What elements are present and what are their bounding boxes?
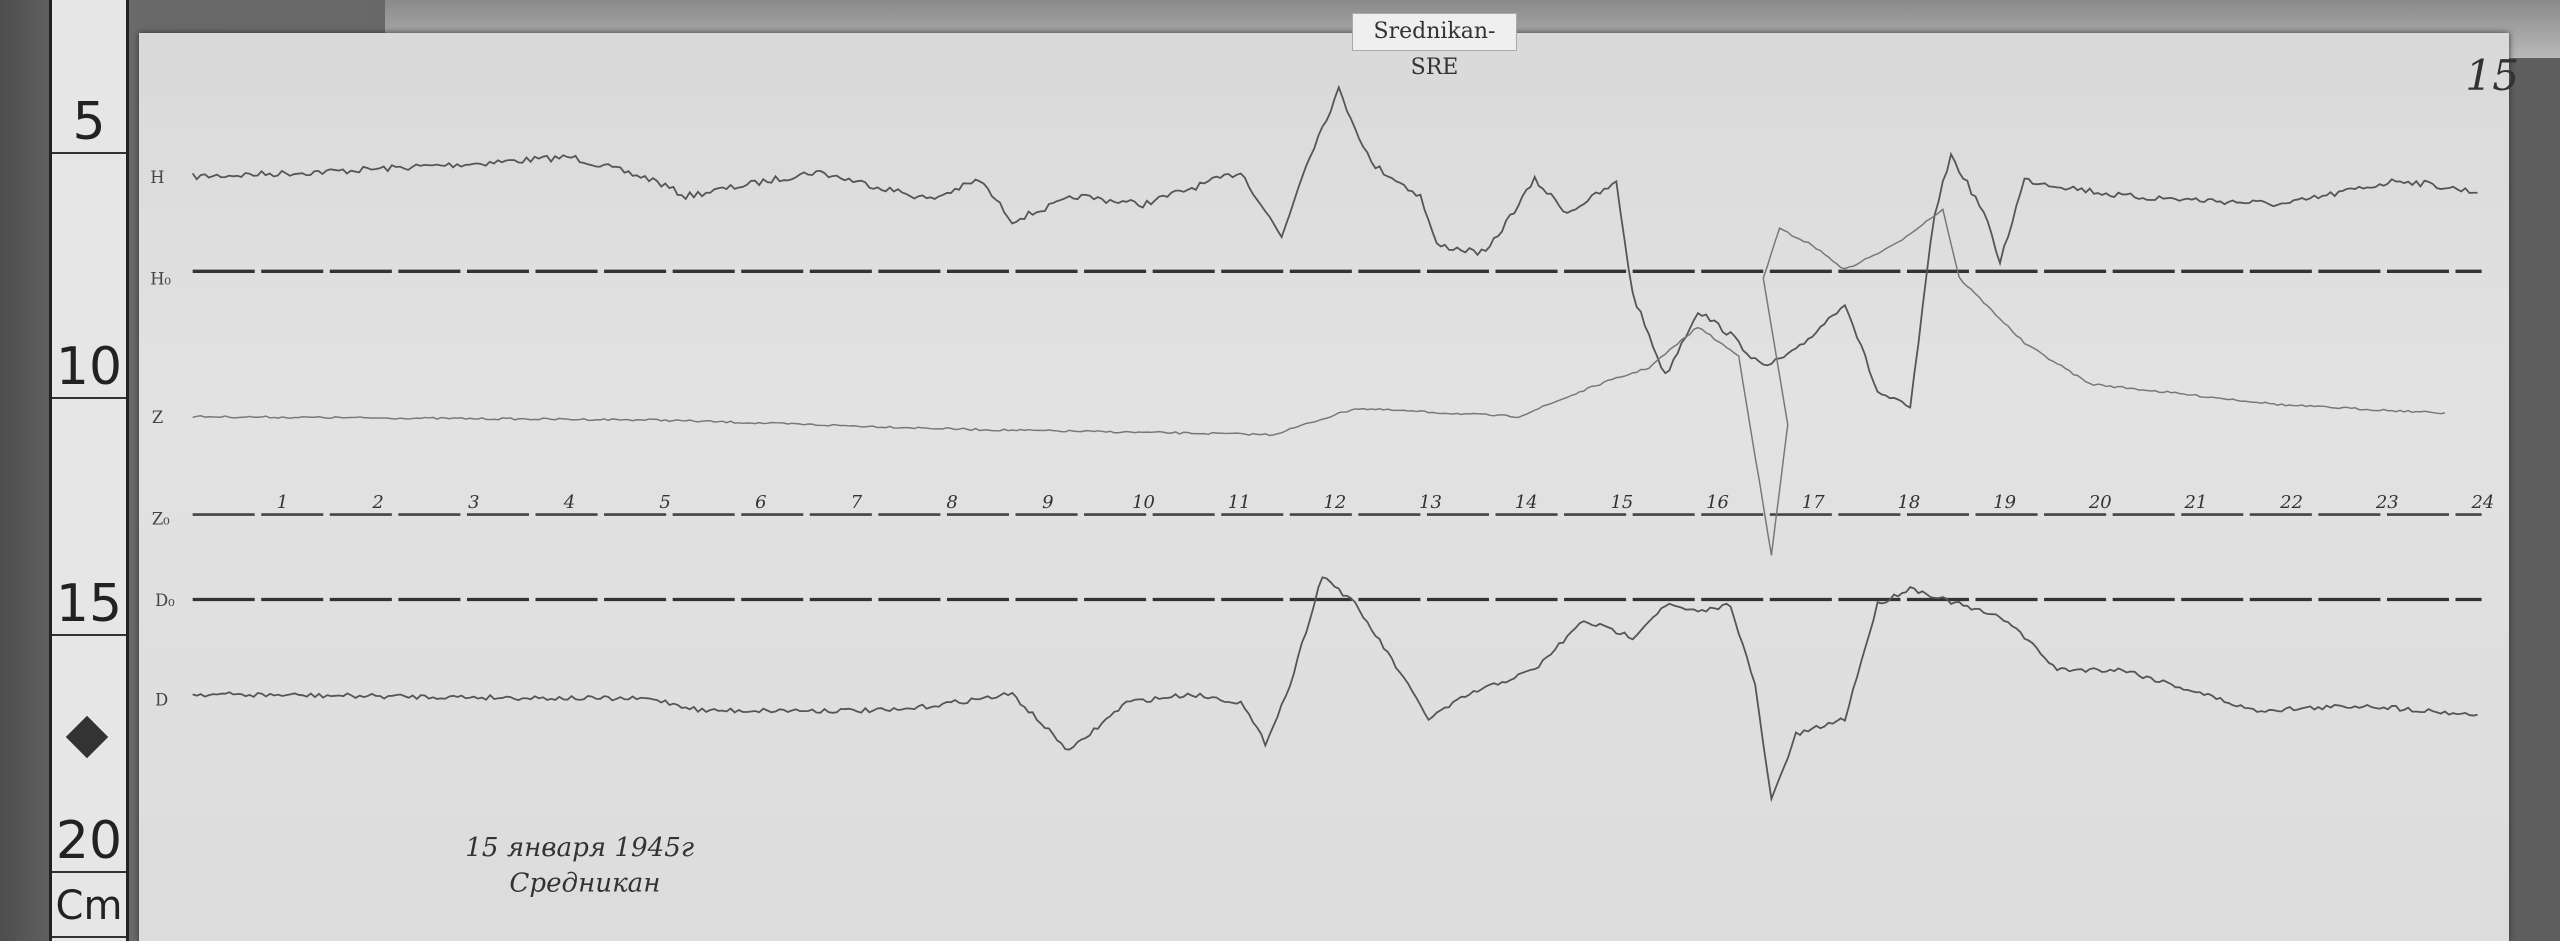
hour-label: 1 [277,492,288,513]
h-label: H [150,168,164,187]
ruler-mark: 10 [52,337,126,399]
hour-label: 20 [2088,492,2112,513]
hour-labels: 1 2 3 4 5 6 7 8 9 10 11 12 13 14 15 16 17 18 19 20 21 22 23 24 [277,492,2495,513]
hour-label: 17 [1802,492,1825,513]
hour-label: 18 [1897,492,1920,513]
hour-label: 14 [1515,492,1538,513]
hour-label: 12 [1323,492,1346,513]
hour-label: 15 [1610,492,1633,513]
hour-label: 10 [1132,492,1155,513]
centimeter-ruler: 5 10 15 20 Cm [49,0,129,941]
z-trace [192,207,2446,556]
h0-label: H₀ [150,269,171,288]
hour-label: 9 [1042,492,1053,513]
hour-label: 22 [2279,492,2303,513]
handwritten-station: Средникан [509,869,660,899]
ruler-mark: 15 [52,574,126,636]
hour-label: 21 [2184,492,2208,513]
h-trace [191,84,2478,409]
hour-label: 16 [1706,492,1729,513]
hour-label: 19 [1993,492,2016,513]
ruler-unit: Cm [52,876,126,938]
hour-label: 24 [2471,492,2495,513]
z-label: Z [152,408,163,427]
d0-label: D₀ [155,591,175,610]
record-label: Srednikan-SRE [1352,13,1517,80]
hour-label: 7 [851,492,863,513]
hour-label: 23 [2375,492,2399,513]
d-label: D [155,691,168,710]
hour-label: 6 [755,492,766,513]
magnetogram-sheet [139,33,2509,941]
hour-label: 11 [1228,492,1251,513]
page-number: 15 [2465,52,2519,101]
hour-label: 4 [563,492,575,513]
z0-label: Z₀ [152,509,170,528]
ruler-mark: 20 [52,811,126,873]
hour-label: 5 [659,492,670,513]
hour-label: 2 [371,492,383,513]
hour-label: 8 [946,492,957,513]
ruler-mark: 5 [52,92,126,154]
handwritten-date: 15 января 1945г [465,833,694,863]
hour-label: 13 [1419,492,1442,513]
d-trace [192,576,2478,803]
hour-label: 3 [468,492,479,513]
